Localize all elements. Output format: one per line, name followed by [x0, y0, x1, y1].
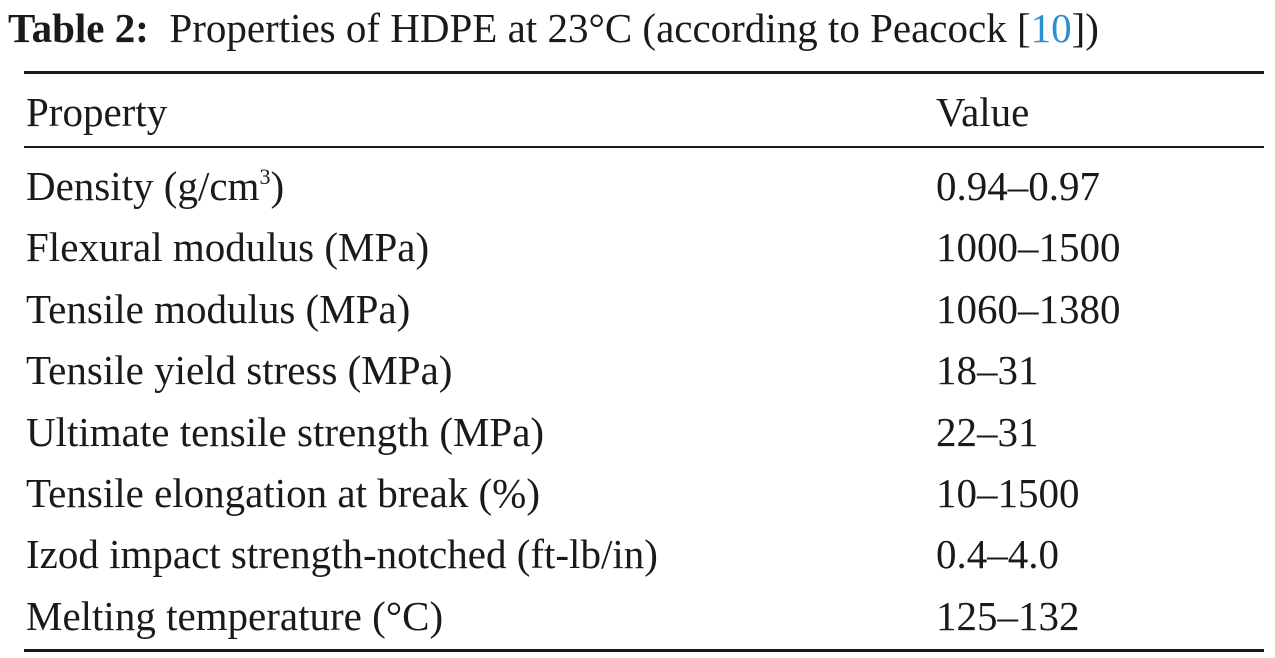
table-caption-text: Properties of HDPE at 23°C (according to… [169, 5, 1031, 51]
property-cell: Izod impact strength-notched (ft-lb/in) [26, 531, 658, 577]
table-caption-label: Table 2: [8, 5, 149, 51]
table-top-rule [24, 71, 1264, 74]
column-header-property: Property [26, 89, 168, 135]
superscript: 3 [259, 164, 271, 189]
value-cell: 1000–1500 [936, 224, 1121, 270]
property-cell: Ultimate tensile strength (MPa) [26, 409, 545, 455]
value-cell: 22–31 [936, 409, 1039, 455]
property-cell: Tensile modulus (MPa) [26, 286, 411, 332]
value-cell: 0.94–0.97 [936, 163, 1100, 209]
property-cell: Flexural modulus (MPa) [26, 224, 430, 270]
value-cell: 0.4–4.0 [936, 531, 1059, 577]
property-cell: Melting temperature (°C) [26, 593, 444, 639]
column-header-value: Value [936, 89, 1030, 135]
value-cell: 18–31 [936, 347, 1039, 393]
property-suffix: ) [270, 163, 285, 209]
value-cell: 125–132 [936, 593, 1080, 639]
value-cell: 1060–1380 [936, 286, 1121, 332]
property-cell: Tensile yield stress (MPa) [26, 347, 453, 393]
property-cell: Density (g/cm3) [26, 162, 284, 210]
table-bottom-rule [24, 649, 1264, 652]
table-caption: Table 2: Properties of HDPE at 23°C (acc… [8, 4, 1099, 52]
value-cell: 10–1500 [936, 470, 1080, 516]
table-caption-text-end: ]) [1071, 5, 1099, 51]
property-cell: Tensile elongation at break (%) [26, 470, 540, 516]
property-text: Density (g/cm [26, 163, 260, 209]
table-header-rule [24, 146, 1264, 148]
citation-link[interactable]: 10 [1030, 5, 1072, 51]
